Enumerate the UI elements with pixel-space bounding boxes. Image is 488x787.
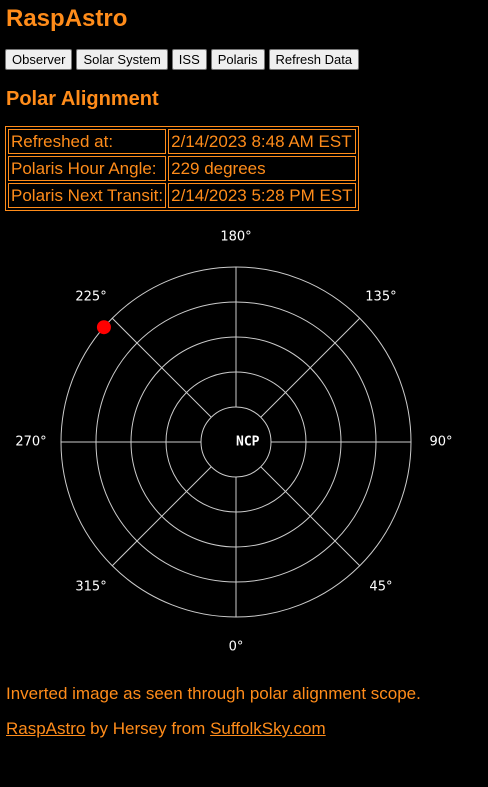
angle-label: 315° [75,579,106,594]
angle-label: 135° [365,290,396,305]
table-row: Refreshed at: 2/14/2023 8:48 AM EST [8,129,356,154]
polar-spoke [111,466,212,567]
angle-label: 90° [429,435,452,450]
angle-label: 0° [229,640,244,655]
footer: RaspAstro by Hersey from SuffolkSky.com [6,719,326,739]
polar-spoke [260,466,361,567]
app-title: RaspAstro [6,5,128,32]
raspastro-link[interactable]: RaspAstro [6,719,86,738]
polaris-button[interactable]: Polaris [210,49,265,70]
section-title: Polar Alignment [6,88,159,110]
table-row: Polaris Hour Angle: 229 degrees [8,156,356,181]
refreshed-value: 2/14/2023 8:48 AM EST [168,129,356,154]
nav-bar: Observer Solar System ISS Polaris Refres… [5,49,360,70]
footer-text: by Hersey from [85,719,211,738]
angle-label: 45° [369,579,392,594]
polaris-marker [96,320,111,335]
angle-label: 225° [75,290,106,305]
suffolksky-link[interactable]: SuffolkSky.com [210,719,326,738]
next-transit-value: 2/14/2023 5:28 PM EST [168,183,356,208]
iss-button[interactable]: ISS [171,49,207,70]
refresh-data-button[interactable]: Refresh Data [268,49,360,70]
ncp-label: NCP [236,435,260,450]
scope-note: Inverted image as seen through polar ali… [6,684,421,703]
hour-angle-value: 229 degrees [168,156,356,181]
angle-label: 270° [15,435,46,450]
refreshed-label: Refreshed at: [8,129,167,154]
polar-spoke [111,317,212,418]
angle-label: 180° [220,230,251,245]
polar-angle-labels: 180° 135° 90° 45° 0° 315° 270° 225° [15,230,452,655]
polar-alignment-plot: 180° 135° 90° 45° 0° 315° 270° 225° NCP [15,230,452,655]
polar-grid [60,266,412,618]
info-table: Refreshed at: 2/14/2023 8:48 AM EST Pola… [5,126,359,211]
observer-button[interactable]: Observer [5,49,73,70]
next-transit-label: Polaris Next Transit: [8,183,167,208]
table-row: Polaris Next Transit: 2/14/2023 5:28 PM … [8,183,356,208]
solar-system-button[interactable]: Solar System [76,49,168,70]
hour-angle-label: Polaris Hour Angle: [8,156,167,181]
polar-spoke [260,317,361,418]
